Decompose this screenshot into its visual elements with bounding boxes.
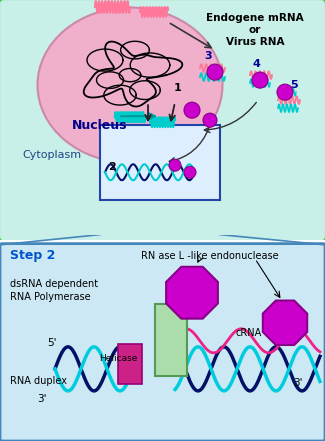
Text: 5': 5' [282, 338, 292, 348]
Text: cRNA: cRNA [235, 328, 261, 338]
Text: Nucleus: Nucleus [72, 119, 128, 132]
Text: RN ase L -like endonuclease: RN ase L -like endonuclease [141, 250, 279, 261]
Text: Cytoplasm: Cytoplasm [22, 150, 81, 160]
Bar [155, 304, 187, 376]
Circle shape [184, 102, 200, 118]
Circle shape [203, 113, 217, 127]
Text: 4: 4 [252, 59, 260, 69]
Text: 3': 3' [293, 378, 303, 388]
Text: Helicase: Helicase [99, 355, 137, 363]
Circle shape [207, 64, 223, 80]
Bar [100, 125, 220, 200]
Text: Step 2: Step 2 [10, 249, 55, 262]
FancyBboxPatch shape [0, 243, 325, 441]
Text: 2: 2 [108, 162, 116, 172]
Text: 5: 5 [290, 80, 298, 90]
Circle shape [184, 166, 196, 178]
Polygon shape [166, 267, 218, 319]
Polygon shape [263, 301, 307, 345]
Text: 3: 3 [204, 51, 212, 61]
Text: 1: 1 [174, 83, 182, 93]
Circle shape [169, 159, 181, 171]
Text: 5': 5' [47, 338, 57, 348]
Ellipse shape [37, 7, 223, 163]
Bar [118, 344, 142, 384]
Text: Endogene mRNA
or
Virus RNA: Endogene mRNA or Virus RNA [206, 13, 304, 47]
Text: RNA duplex: RNA duplex [10, 376, 67, 386]
Circle shape [277, 84, 293, 100]
Circle shape [252, 72, 268, 88]
Text: dsRNA dependent
RNA Polymerase: dsRNA dependent RNA Polymerase [10, 279, 98, 303]
FancyBboxPatch shape [0, 0, 325, 243]
Text: 3': 3' [37, 394, 47, 404]
